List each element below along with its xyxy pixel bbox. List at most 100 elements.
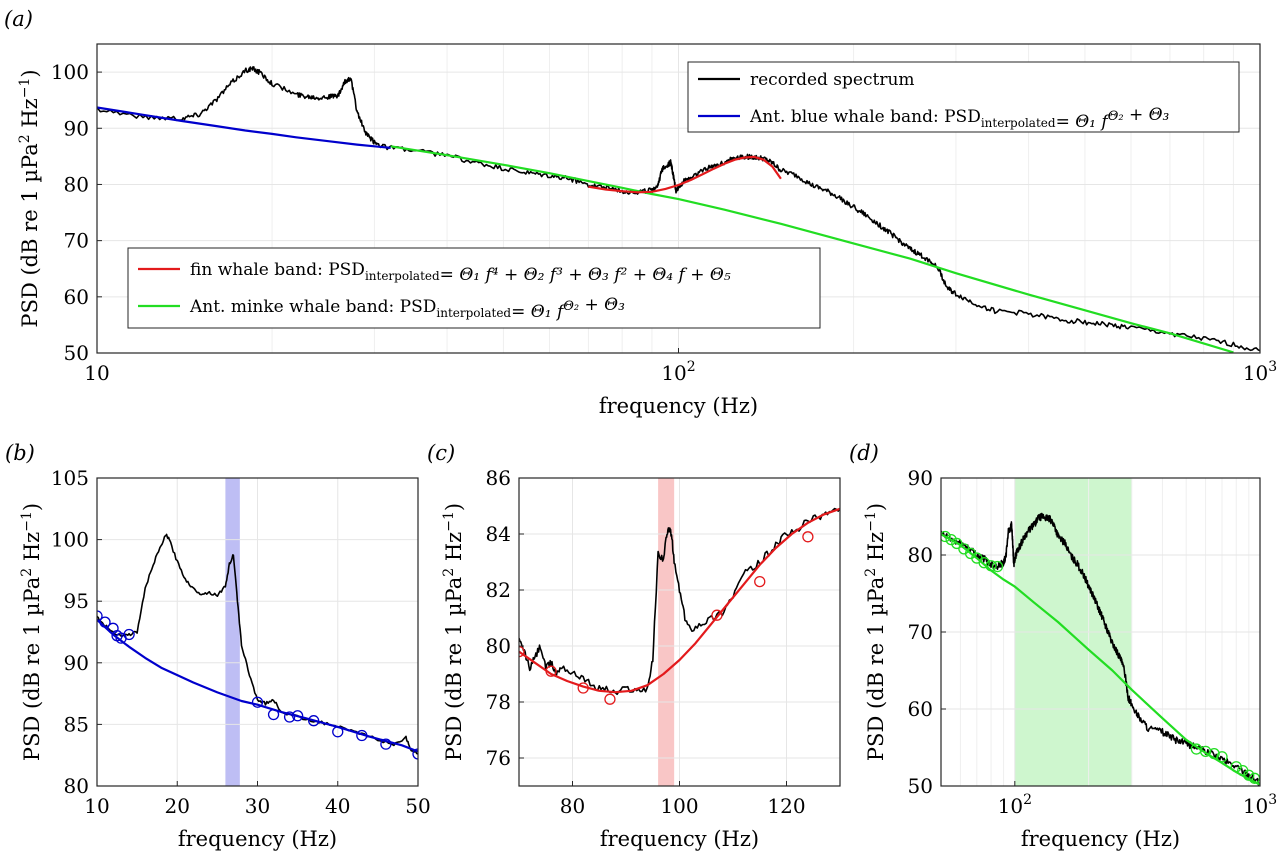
y-tick-label: 80 (908, 543, 933, 567)
y-tick-label: 90 (64, 651, 89, 675)
series-group (97, 66, 1260, 353)
panel-label: (b) (5, 441, 35, 465)
y-tick-label: 70 (64, 229, 89, 253)
x-tick-label: 30 (245, 794, 270, 818)
panel-a-chart: 10 102 103 50 60 70 80 90 100 frequency (Hz) PSD (… (4, 7, 1277, 418)
recorded-spectrum-line (97, 66, 1260, 352)
legend-box (687, 61, 1240, 133)
panel-label: (d) (849, 441, 879, 465)
data-marker (99, 616, 111, 628)
x-tick-label: 40 (325, 794, 350, 818)
legend-label: recorded spectrum (750, 70, 915, 90)
y-axis-label: PSD (dB re 1 µPa2 Hz−1) (17, 69, 42, 327)
data-marker (604, 693, 616, 705)
fin-whale-band-line (588, 155, 782, 194)
x-tick-label: 120 (767, 794, 805, 818)
shaded-band (658, 478, 675, 786)
data-marker (545, 665, 557, 677)
data-marker (985, 560, 997, 572)
ant-minke-whale-band-line (941, 533, 1260, 786)
data-marker (802, 531, 814, 543)
y-tick-label: 90 (908, 466, 933, 490)
y-tick-label: 100 (51, 528, 89, 552)
y-axis-label: PSD (dB re 1 µPa2 Hz−1) (19, 503, 44, 761)
series-group (519, 507, 840, 705)
legend-box (127, 247, 821, 329)
grid-lines (940, 477, 1260, 787)
data-marker (291, 710, 304, 722)
data-marker (1208, 748, 1220, 760)
panel-label: (c) (427, 441, 455, 465)
data-marker (97, 610, 103, 622)
data-marker (577, 682, 589, 694)
data-marker (332, 726, 344, 738)
y-axis-label: PSD (dB re 1 µPa2 Hz−1) (441, 503, 466, 761)
data-marker (356, 729, 368, 742)
x-tick-label: 50 (405, 794, 430, 818)
y-tick-label: 86 (486, 466, 511, 490)
y-tick-label: 76 (486, 746, 511, 770)
legend-label: Ant. blue whale band: PSDinterpolated= Θ… (749, 105, 1170, 132)
panel-b-chart: 10 20 30 40 50 80 85 90 95 100 105 frequency (Hz) PS… (5, 441, 431, 851)
x-axis-label: frequency (Hz) (1021, 827, 1180, 851)
data-marker (951, 537, 963, 550)
y-tick-label: 50 (908, 774, 933, 798)
data-marker (412, 748, 418, 760)
data-marker (1216, 751, 1228, 763)
data-marker (380, 738, 392, 750)
y-tick-label: 82 (486, 578, 511, 602)
data-marker (267, 708, 280, 721)
y-tick-label: 105 (51, 466, 89, 490)
y-tick-label: 50 (64, 341, 89, 365)
data-marker (711, 609, 723, 621)
y-tick-label: 100 (51, 60, 89, 84)
y-tick-label: 60 (64, 285, 89, 309)
data-marker (519, 645, 525, 658)
data-marker (1199, 745, 1212, 757)
grid-lines (519, 477, 840, 786)
legend-top-right: recorded spectrum Ant. blue whale band: P… (687, 61, 1240, 133)
legend-label: Ant. minke whale band: PSDinterpolated= … (189, 295, 625, 322)
data-marker (251, 696, 264, 708)
x-tick-label: 103 (1243, 359, 1277, 385)
shaded-band (225, 478, 240, 786)
data-marker (123, 628, 135, 641)
x-tick-label: 10 (84, 794, 109, 818)
data-marker (945, 533, 957, 546)
data-marker (941, 530, 951, 543)
series-group (97, 533, 418, 760)
series-group (941, 512, 1260, 786)
data-marker (1230, 761, 1242, 773)
y-tick-label: 78 (486, 690, 511, 714)
y-tick-label: 85 (64, 712, 89, 736)
x-tick-label: 102 (998, 792, 1032, 818)
y-tick-label: 80 (64, 172, 89, 196)
ant-minke-whale-band-line (390, 145, 1234, 353)
data-marker (991, 560, 1004, 573)
panel-d-chart: 102 103 50 60 70 80 90 frequency (Hz) PSD (dB re… (849, 441, 1277, 851)
x-tick-label: 10 (84, 361, 109, 385)
x-tick-label: 102 (661, 359, 695, 385)
panel-label: (a) (4, 7, 33, 31)
panel-c-chart: 80 100 120 76 78 80 82 84 86 frequency (Hz) PSD (d… (427, 441, 841, 851)
legend-label: fin whale band: PSDinterpolated= Θ₁ f⁴ +… (190, 260, 731, 285)
y-tick-label: 80 (64, 774, 89, 798)
x-axis-label: frequency (Hz) (599, 394, 758, 418)
y-tick-label: 84 (486, 522, 511, 546)
y-axis-label: PSD (dB re 1 µPa2 Hz−1) (863, 503, 888, 761)
y-tick-label: 95 (64, 589, 89, 613)
data-marker (978, 557, 990, 569)
data-marker (754, 575, 766, 588)
x-axis-label: frequency (Hz) (178, 827, 337, 851)
data-marker (283, 711, 296, 723)
x-tick-label: 80 (560, 794, 585, 818)
x-tick-label: 20 (165, 794, 190, 818)
grid-lines (96, 477, 419, 787)
legend-middle-left: fin whale band: PSDinterpolated= Θ₁ f⁴ +… (127, 247, 821, 329)
fin-whale-band-line (519, 507, 840, 694)
x-axis-label: frequency (Hz) (600, 827, 759, 851)
y-tick-label: 90 (64, 116, 89, 140)
ant-blue-whale-band-line (97, 618, 418, 753)
y-tick-label: 60 (908, 697, 933, 721)
x-tick-label: 100 (660, 794, 698, 818)
